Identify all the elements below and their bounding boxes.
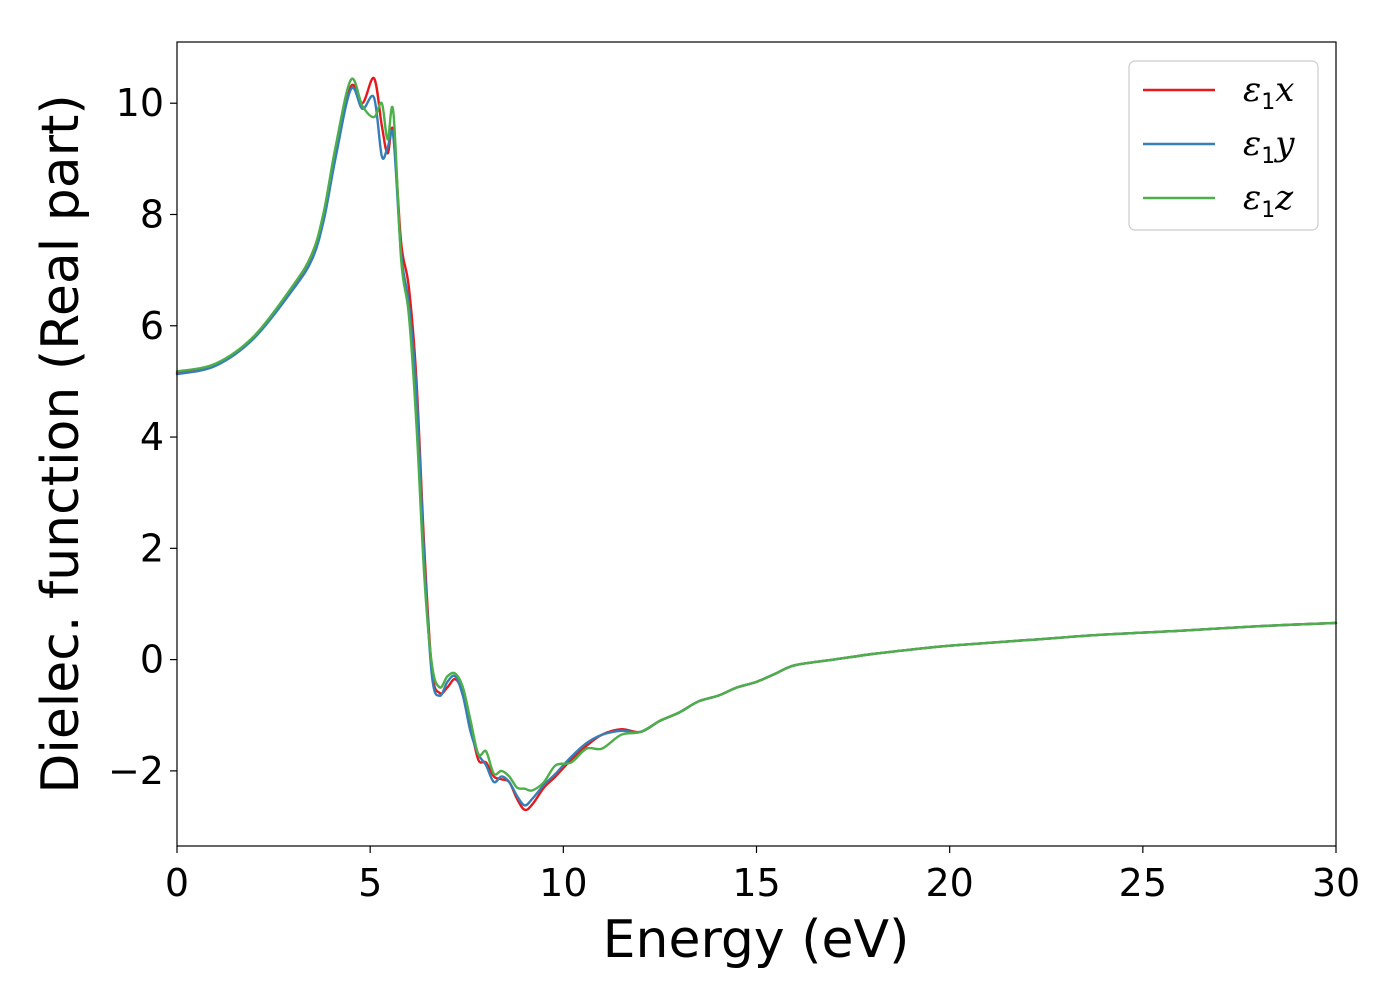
x-tick-label: 30	[1312, 861, 1360, 905]
legend-label-z: ε1z	[1243, 178, 1294, 223]
x-tick-label: 20	[925, 861, 973, 905]
x-tick-label: 5	[358, 861, 382, 905]
plot-lines	[175, 76, 1338, 812]
x-tick-label: 25	[1119, 861, 1167, 905]
y-axis: −2 0 2 4 6 8 10	[108, 81, 177, 793]
y-tick-label: 0	[140, 638, 164, 682]
legend-label-x: ε1x	[1243, 70, 1294, 115]
y-tick-label: 6	[140, 304, 164, 348]
x-axis-label: Energy (eV)	[603, 910, 910, 970]
y-tick-label: 2	[140, 526, 164, 570]
y-axis-label: Dielec. function (Real part)	[31, 94, 91, 793]
y-tick-label: 8	[140, 192, 164, 236]
legend-label-y: ε1y	[1243, 124, 1295, 169]
x-axis: 0 5 10 15 20 25 30	[165, 846, 1360, 905]
x-tick-label: 15	[732, 861, 780, 905]
y-tick-label: 4	[140, 415, 164, 459]
x-tick-label: 10	[539, 861, 587, 905]
series-line-z	[175, 77, 1338, 792]
x-tick-label: 0	[165, 861, 189, 905]
legend-frame	[1128, 60, 1319, 231]
y-tick-label: 10	[116, 81, 164, 125]
legend: ε1x ε1y ε1z	[1128, 60, 1319, 231]
y-tick-label: −2	[108, 749, 164, 793]
